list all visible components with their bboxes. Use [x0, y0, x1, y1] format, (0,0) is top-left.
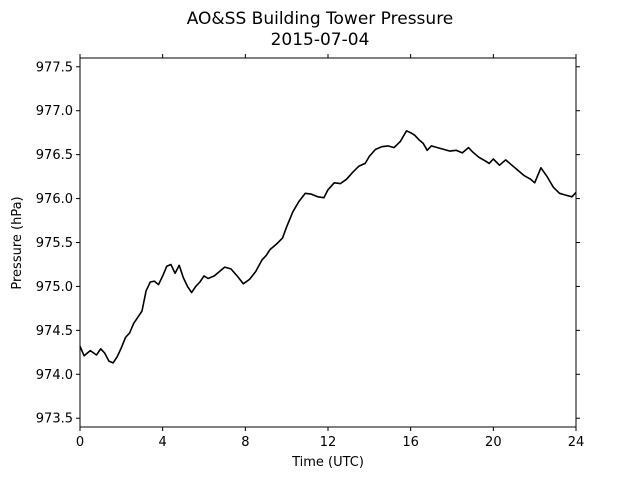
chart-subtitle: 2015-07-04 [271, 30, 370, 50]
x-tick-label: 20 [485, 435, 502, 450]
y-tick-label: 975.0 [36, 280, 73, 295]
y-tick-label: 977.0 [36, 104, 73, 119]
x-tick-label: 24 [568, 435, 585, 450]
y-tick-label: 973.5 [36, 412, 73, 427]
pressure-series-line [79, 130, 577, 364]
x-tick-label: 0 [76, 435, 84, 450]
y-tick-label: 976.0 [36, 192, 73, 207]
x-tick-label: 12 [320, 435, 337, 450]
y-tick-label: 977.5 [36, 60, 73, 75]
y-axis-ticks: 973.5 974.0 974.5 975.0 975.5 976.0 976.5 977.0… [36, 60, 580, 427]
x-tick-label: 4 [159, 435, 167, 450]
x-tick-label: 8 [241, 435, 249, 450]
chart-title: AO&SS Building Tower Pressure [187, 9, 454, 29]
y-tick-label: 974.5 [36, 324, 73, 339]
y-tick-label: 974.0 [36, 368, 73, 383]
x-axis-ticks: 0 4 8 12 16 20 24 [76, 54, 584, 450]
x-axis-label: Time (UTC) [291, 455, 364, 470]
y-tick-label: 976.5 [36, 148, 73, 163]
plot-area-frame [79, 57, 577, 428]
x-tick-label: 16 [402, 435, 419, 450]
y-axis-label: Pressure (hPa) [10, 196, 25, 289]
y-tick-label: 975.5 [36, 236, 73, 251]
